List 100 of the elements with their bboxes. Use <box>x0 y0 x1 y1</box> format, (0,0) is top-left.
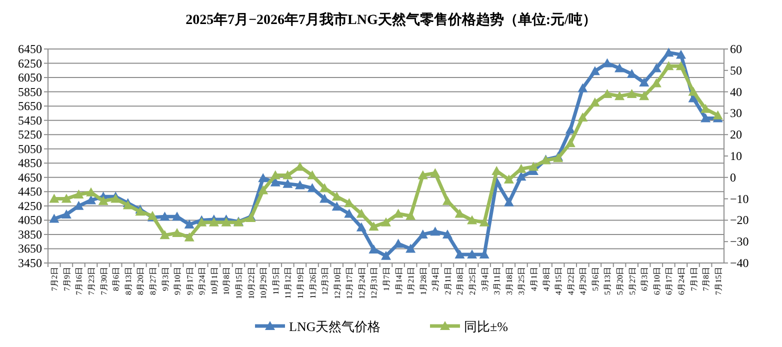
point <box>49 214 60 223</box>
point <box>344 208 354 218</box>
y2-tick-label: 10 <box>730 149 742 163</box>
point <box>282 178 293 188</box>
x-tick-label: 12月24日 <box>357 267 366 299</box>
y-tick-label: 5050 <box>18 142 42 156</box>
x-tick-label: 7月16日 <box>74 267 84 295</box>
point <box>590 98 600 106</box>
x-tick-label: 11月19日 <box>296 267 305 299</box>
x-tick-label: 4月8日 <box>542 267 551 291</box>
point <box>676 61 686 70</box>
point <box>258 185 268 194</box>
y2-tick-label: 0 <box>730 170 736 184</box>
point <box>49 194 60 203</box>
x-tick-label: 10月22日 <box>246 267 256 299</box>
x-tick-label: 3月11日 <box>492 267 502 295</box>
y2-tick-label: −10 <box>730 192 749 206</box>
point <box>442 196 452 205</box>
x-tick-label: 10月8日 <box>222 267 232 295</box>
point <box>430 168 440 178</box>
x-tick-label: 1月28日 <box>418 267 428 295</box>
point <box>282 170 293 180</box>
point <box>356 208 366 218</box>
point <box>467 249 478 258</box>
y2-tick-label: 60 <box>730 42 742 56</box>
point <box>221 217 232 226</box>
y2-tick-label: −30 <box>730 234 749 249</box>
x-tick-label: 12月10日 <box>332 267 342 299</box>
point <box>381 217 391 226</box>
x-tick-label: 7月9日 <box>62 267 72 291</box>
point <box>614 91 625 100</box>
y-tick-label: 6250 <box>18 56 42 70</box>
y-tick-label: 6050 <box>18 70 42 85</box>
x-tick-label: 6月24日 <box>676 267 686 295</box>
y-tick-label: 4850 <box>18 156 42 170</box>
point <box>528 162 538 171</box>
x-tick-label: 8月27日 <box>148 267 158 295</box>
x-tick-label: 5月6日 <box>590 267 600 291</box>
point <box>430 226 440 236</box>
x-tick-label: 9月17日 <box>185 267 194 295</box>
point <box>61 194 72 203</box>
point <box>590 66 600 76</box>
legend-label: LNG天然气价格 <box>289 319 381 334</box>
x-tick-label: 7月23日 <box>87 267 96 295</box>
point <box>676 50 686 59</box>
y2-tick-label: 20 <box>730 128 742 142</box>
x-tick-label: 8月6日 <box>112 267 121 291</box>
point <box>406 244 416 253</box>
point <box>61 209 72 218</box>
x-tick-label: 2月18日 <box>456 267 465 295</box>
x-tick-label: 5月13日 <box>603 267 612 295</box>
x-tick-label: 2月4日 <box>431 267 440 291</box>
point <box>86 195 96 204</box>
x-tick-label: 5月27日 <box>628 267 637 295</box>
x-tick-label: 1月21日 <box>406 267 416 295</box>
point <box>418 229 428 238</box>
y-tick-label: 4250 <box>18 198 42 213</box>
x-tick-label: 6月3日 <box>640 267 650 291</box>
point <box>578 83 588 92</box>
point <box>516 172 526 181</box>
point <box>74 190 84 199</box>
x-tick-label: 4月15日 <box>554 267 564 295</box>
x-tick-label: 10月1日 <box>210 267 219 295</box>
x-tick-label: 9月3日 <box>160 267 170 291</box>
x-tick-label: 6月17日 <box>664 267 674 295</box>
point <box>578 112 588 122</box>
point <box>270 170 280 180</box>
point <box>700 104 711 113</box>
point <box>626 88 637 98</box>
x-tick-label: 4月1日 <box>529 267 538 291</box>
x-tick-label: 9月10日 <box>173 267 182 295</box>
point <box>368 244 379 254</box>
chart-title: 2025年7月−2026年7月我市LNG天然气零售价格趋势（单位:元/吨） <box>186 11 596 28</box>
y-tick-label: 5450 <box>18 113 42 128</box>
x-tick-label: 4月29日 <box>578 267 588 295</box>
point <box>614 63 625 72</box>
point <box>504 174 514 184</box>
point <box>172 228 182 238</box>
y-tick-label: 6450 <box>18 42 42 56</box>
x-tick-label: 2月11日 <box>443 267 452 295</box>
point <box>356 222 366 232</box>
x-tick-label: 8月20日 <box>136 267 146 295</box>
x-tick-label: 7月30日 <box>99 267 108 295</box>
x-tick-label: 11月5日 <box>271 267 280 295</box>
legend-label: 同比±% <box>464 319 508 334</box>
x-tick-label: 8月13日 <box>124 267 133 295</box>
point <box>418 170 428 180</box>
point <box>664 48 674 57</box>
point <box>454 249 465 258</box>
y-tick-label: 5650 <box>18 99 42 114</box>
point <box>700 113 711 122</box>
point <box>504 197 514 206</box>
x-tick-label: 12月31日 <box>370 267 379 299</box>
y-tick-label: 3650 <box>18 242 42 256</box>
point <box>332 202 342 211</box>
point <box>393 238 404 248</box>
x-tick-label: 1月14日 <box>394 267 404 295</box>
point <box>565 124 576 134</box>
point <box>651 78 662 88</box>
x-tick-label: 12月17日 <box>345 267 354 299</box>
